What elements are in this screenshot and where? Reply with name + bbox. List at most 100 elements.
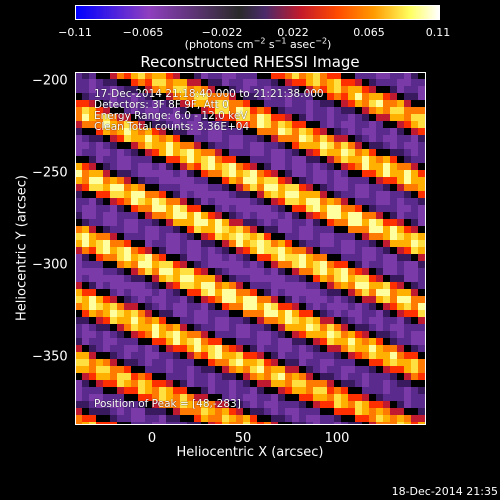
image-pixel [320, 296, 328, 304]
image-pixel [355, 212, 363, 220]
image-pixel [145, 128, 153, 136]
image-pixel [222, 93, 230, 101]
image-pixel [201, 303, 209, 311]
image-pixel [376, 184, 384, 192]
image-pixel [82, 282, 90, 290]
image-pixel [103, 121, 111, 129]
image-pixel [180, 191, 188, 199]
image-pixel [187, 149, 195, 157]
image-pixel [285, 296, 293, 304]
image-pixel [341, 93, 349, 101]
image-pixel [341, 149, 349, 157]
image-pixel [138, 366, 146, 374]
image-pixel [131, 352, 139, 360]
image-pixel [369, 380, 377, 388]
image-pixel [271, 408, 279, 416]
image-pixel [75, 296, 83, 304]
image-pixel [292, 289, 300, 297]
image-pixel [173, 296, 181, 304]
image-pixel [159, 107, 167, 115]
image-pixel [425, 366, 426, 374]
image-pixel [278, 79, 286, 87]
image-pixel [89, 331, 97, 339]
image-pixel [397, 72, 405, 80]
image-pixel [82, 240, 90, 248]
image-pixel [152, 268, 160, 276]
image-pixel [229, 387, 237, 395]
image-pixel [334, 310, 342, 318]
image-pixel [341, 317, 349, 325]
image-pixel [404, 373, 412, 381]
image-pixel [145, 338, 153, 346]
image-pixel [131, 373, 139, 381]
image-pixel [320, 149, 328, 157]
image-pixel [334, 373, 342, 381]
image-pixel [327, 93, 335, 101]
image-pixel [89, 72, 97, 80]
image-pixel [327, 212, 335, 220]
image-pixel [292, 128, 300, 136]
colorbar [75, 5, 440, 20]
image-pixel [418, 422, 426, 425]
image-pixel [264, 163, 272, 171]
image-pixel [138, 191, 146, 199]
image-pixel [215, 352, 223, 360]
y-tick-label: −200 [32, 73, 68, 89]
image-pixel [208, 338, 216, 346]
image-pixel [201, 170, 209, 178]
image-pixel [152, 226, 160, 234]
image-pixel [208, 352, 216, 360]
image-pixel [194, 121, 202, 129]
image-pixel [117, 170, 125, 178]
image-pixel [334, 135, 342, 143]
image-pixel [285, 233, 293, 241]
image-pixel [229, 163, 237, 171]
image-pixel [341, 177, 349, 185]
image-pixel [103, 191, 111, 199]
image-pixel [271, 79, 279, 87]
image-pixel [82, 205, 90, 213]
image-pixel [187, 380, 195, 388]
image-pixel [243, 310, 251, 318]
image-pixel [222, 177, 230, 185]
image-pixel [327, 352, 335, 360]
image-pixel [236, 247, 244, 255]
image-pixel [82, 247, 90, 255]
image-pixel [390, 135, 398, 143]
image-pixel [194, 219, 202, 227]
image-pixel [404, 359, 412, 367]
image-pixel [103, 422, 111, 425]
image-pixel [425, 233, 426, 241]
image-pixel [271, 233, 279, 241]
image-pixel [187, 401, 195, 409]
image-pixel [306, 142, 314, 150]
image-pixel [75, 121, 83, 129]
image-pixel [355, 72, 363, 80]
image-pixel [306, 366, 314, 374]
image-pixel [306, 338, 314, 346]
image-pixel [390, 408, 398, 416]
image-pixel [166, 114, 174, 122]
image-pixel [397, 170, 405, 178]
image-pixel [334, 268, 342, 276]
image-pixel [89, 212, 97, 220]
image-pixel [292, 408, 300, 416]
image-pixel [334, 247, 342, 255]
image-pixel [285, 121, 293, 129]
image-pixel [173, 352, 181, 360]
image-pixel [320, 212, 328, 220]
image-pixel [390, 86, 398, 94]
image-pixel [222, 366, 230, 374]
image-pixel [348, 205, 356, 213]
image-pixel [124, 268, 132, 276]
image-pixel [348, 121, 356, 129]
image-pixel [82, 380, 90, 388]
image-pixel [173, 366, 181, 374]
image-pixel [306, 226, 314, 234]
image-pixel [138, 401, 146, 409]
image-pixel [75, 107, 83, 115]
info-time-range: 17-Dec-2014 21:18:40.000 to 21:21:38.000 [94, 88, 324, 100]
image-pixel [278, 268, 286, 276]
image-pixel [355, 275, 363, 283]
image-pixel [264, 135, 272, 143]
